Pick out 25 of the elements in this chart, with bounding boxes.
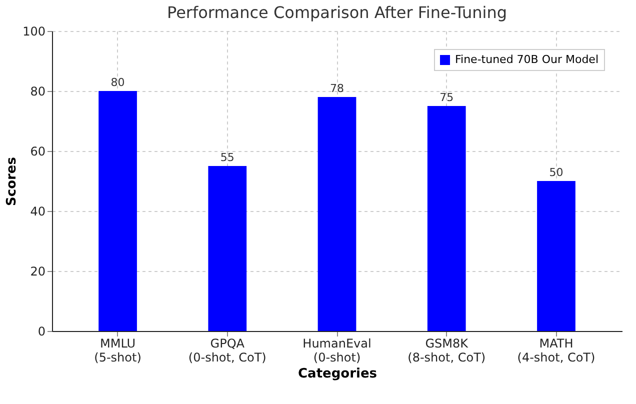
- bar: [98, 91, 137, 331]
- bar: [427, 106, 466, 331]
- data-label: 75: [440, 91, 454, 104]
- y-axis-title: Scores: [4, 156, 20, 206]
- x-tick-label: HumanEval (0-shot): [302, 336, 372, 364]
- bar: [208, 166, 247, 331]
- x-tick-label: MMLU (5-shot): [94, 336, 142, 364]
- bar: [318, 97, 356, 331]
- y-tick-label: 40: [30, 204, 46, 218]
- data-label: 78: [330, 82, 344, 95]
- x-tick-label: GSM8K (8-shot, CoT): [408, 336, 486, 364]
- bar: [537, 181, 576, 331]
- x-axis-title: Categories: [298, 366, 378, 382]
- data-label: 55: [220, 151, 234, 164]
- y-tick-label: 20: [30, 264, 46, 278]
- y-tick-label: 60: [30, 144, 46, 158]
- data-label: 80: [110, 76, 125, 89]
- x-tick-label: MATH (4-shot, CoT): [517, 336, 596, 364]
- y-tick-label: 0: [38, 324, 46, 338]
- legend-label: Fine-tuned 70B Our Model: [455, 53, 599, 66]
- y-tick-label: 100: [22, 24, 46, 38]
- chart-title: Performance Comparison After Fine-Tuning: [166, 3, 508, 22]
- y-tick-label: 80: [30, 84, 46, 98]
- data-label: 50: [549, 166, 564, 179]
- x-tick-label: GPQA (0-shot, CoT): [188, 336, 266, 364]
